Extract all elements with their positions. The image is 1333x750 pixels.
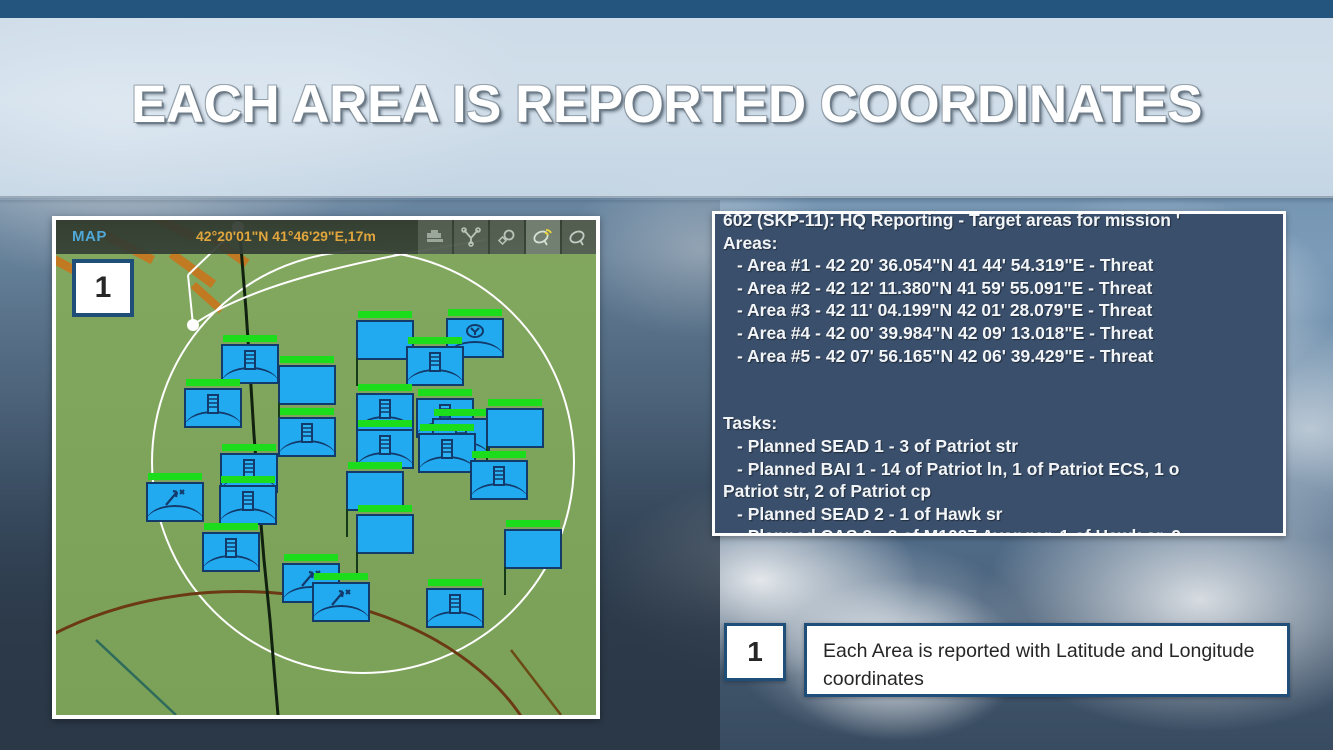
unit-health-bar [428,579,482,586]
missile-icon [165,489,185,506]
launcher-icon [379,399,391,419]
legend-badge-number: 1 [724,623,786,681]
unit-health-bar [186,379,240,386]
launcher-icon [379,435,391,455]
unit-health-bar [358,505,412,512]
report-line: - Area #5 - 42 07' 56.165"N 42 06' 39.42… [737,345,1154,366]
report-line: - Area #3 - 42 11' 04.199"N 42 01' 28.07… [737,300,1153,321]
route-icon[interactable] [454,220,488,254]
unit-health-bar [420,424,474,431]
page-title: EACH AREA IS REPORTED COORDINATES [130,75,1203,134]
report-line [723,367,1283,390]
launcher-icon [225,538,237,558]
unit-health-bar [506,520,560,527]
launcher-icon [493,466,505,486]
launcher-icon [449,594,461,614]
unit-health-bar [434,409,488,416]
map-header-bar: MAP 42°20'01"N 41°46'29"E,17m [56,220,596,254]
unit-health-bar [418,389,472,396]
report-line: Areas: [723,232,778,253]
unit-health-bar [280,356,334,363]
report-line: Tasks: [723,413,778,434]
map-coordinates-readout: 42°20'01"N 41°46'29"E,17m [196,228,376,244]
unit-health-bar [148,473,202,480]
unit-health-bar [358,420,412,427]
unit-health-bar [472,451,526,458]
legend-callout: 1 Each Area is reported with Latitude an… [724,623,1290,697]
radar-secondary-icon[interactable] [562,220,596,254]
unit-symbol-box [504,529,562,569]
unit-health-bar [358,384,412,391]
unit-health-bar [284,554,338,561]
unit-flag-pole [356,358,358,386]
missile-icon [331,589,351,606]
unit-symbol-box [278,365,336,405]
unit-health-bar [488,399,542,406]
unit-symbol-box [312,582,370,622]
unit-flag-pole [504,567,506,595]
unit-health-bar [448,309,502,316]
unit-health-bar [223,335,277,342]
map-toolbar[interactable] [416,220,596,254]
map-panel[interactable]: MAP 42°20'01"N 41°46'29"E,17m [52,216,600,719]
unit-flag-pole [346,509,348,537]
launcher-icon [429,352,441,372]
report-line: - Planned BAI 1 - 14 of Patriot ln, 1 of… [737,458,1180,479]
waypoint-icon[interactable] [490,220,524,254]
unit-health-bar [408,337,462,344]
top-accent-bar [0,0,1333,18]
report-line: - Area #2 - 42 12' 11.380"N 41 59' 55.09… [737,277,1153,298]
launcher-icon [207,394,219,414]
unit-health-bar [314,573,368,580]
title-band [0,18,1333,198]
map-viewport[interactable]: MAP 42°20'01"N 41°46'29"E,17m [56,220,596,715]
missile-icon [301,570,321,587]
map-callout-badge: 1 [72,259,134,317]
unit-health-bar [358,311,412,318]
report-line: - Area #4 - 42 00' 39.984"N 42 09' 13.01… [737,322,1154,343]
unit-flag-pole [356,552,358,580]
report-line: - Planned SEAD 1 - 3 of Patriot str [737,435,1019,456]
legend-caption: Each Area is reported with Latitude and … [804,623,1290,697]
hq-report-panel[interactable]: 602 (SKP-11): HQ Reporting - Target area… [712,211,1286,536]
unit-health-bar [204,523,258,530]
unit-symbol-box [356,514,414,554]
report-line: Patriot str, 2 of Patriot cp [723,481,932,502]
report-line: - Planned SEAD 2 - 1 of Hawk sr [737,503,1003,524]
launcher-icon [242,491,254,511]
unit-health-bar [221,476,275,483]
report-text-container: 602 (SKP-11): HQ Reporting - Target area… [723,211,1283,533]
unit-symbol-box [146,482,204,522]
title-band-shadow [0,196,1333,204]
unit-health-bar [280,408,334,415]
launcher-icon [244,350,256,370]
report-line: 602 (SKP-11): HQ Reporting - Target area… [723,211,1180,230]
report-line: - Area #1 - 42 20' 36.054"N 41 44' 54.31… [737,255,1154,276]
radar-icon [466,324,484,338]
report-line [723,390,1283,413]
launcher-icon [441,439,453,459]
map-label: MAP [72,228,107,245]
unit-health-bar [348,462,402,469]
radar-icon[interactable] [526,220,560,254]
ground-units-icon[interactable] [418,220,452,254]
unit-health-bar [222,444,276,451]
report-line: - Planned CAS 2 - 3 of M1097 Avenger, 1 … [723,525,1283,533]
launcher-icon [301,423,313,443]
unit-symbol-box [486,408,544,448]
